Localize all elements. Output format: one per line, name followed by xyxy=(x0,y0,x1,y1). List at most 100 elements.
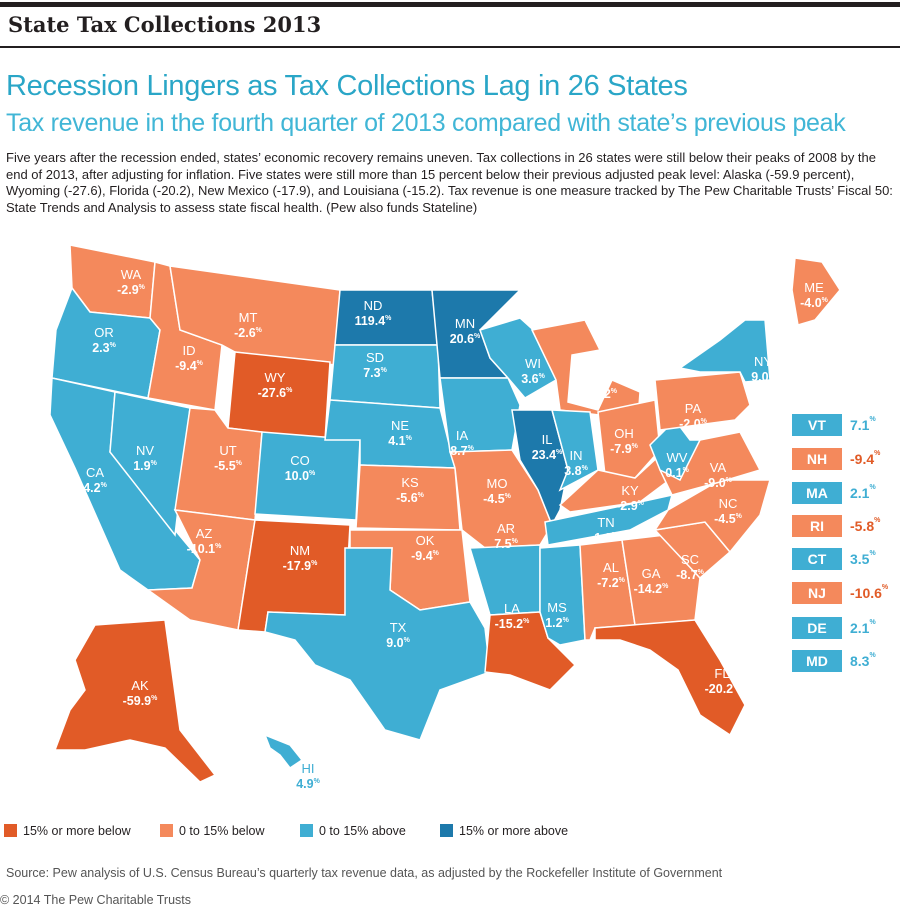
state-shapes xyxy=(49,244,841,783)
legend-swatch xyxy=(160,824,173,838)
state-label-ak: AK xyxy=(131,678,149,693)
legend-item: 15% or more below xyxy=(4,822,131,840)
map-subtitle: Tax revenue in the fourth quarter of 201… xyxy=(6,109,846,137)
state-value-ut: -5.5% xyxy=(214,459,243,473)
small-state-row-nh: NH -9.4% xyxy=(792,448,900,470)
state-value-ny: 9.0% xyxy=(751,370,775,384)
state-label-mi: MI xyxy=(593,371,607,386)
legend-label: 15% or more below xyxy=(23,823,131,838)
us-state-map: WA-2.9%OR2.3%CA4.2%NV1.9%ID-9.4%MT-2.6%W… xyxy=(49,244,841,791)
state-label-az: AZ xyxy=(196,526,213,541)
small-state-value: 2.1% xyxy=(850,484,876,501)
header-top-rule xyxy=(0,2,900,7)
state-label-ky: KY xyxy=(621,483,639,498)
state-shape-ia xyxy=(439,377,521,453)
state-label-tn: TN xyxy=(597,515,614,530)
state-value-ak: -59.9% xyxy=(123,694,159,708)
state-label-il: IL xyxy=(542,432,553,447)
state-label-hi: HI xyxy=(302,761,315,776)
small-state-value: -10.6% xyxy=(850,584,889,601)
state-label-fl: FL xyxy=(714,666,729,681)
state-label-or: OR xyxy=(94,325,114,340)
small-state-row-ma: MA 2.1% xyxy=(792,482,900,504)
state-shape-me xyxy=(791,257,841,326)
state-shape-mi xyxy=(530,319,641,421)
small-state-abbr: MD xyxy=(792,650,842,672)
legend-swatch xyxy=(4,824,17,838)
state-label-al: AL xyxy=(603,560,619,575)
state-shape-nv xyxy=(109,391,191,537)
state-label-wi: WI xyxy=(525,356,541,371)
legend-label: 0 to 15% above xyxy=(319,823,406,838)
state-value-mi: -11.2% xyxy=(583,387,618,401)
state-value-hi: 4.9% xyxy=(296,777,320,791)
state-label-nd: ND xyxy=(364,298,383,313)
state-label-mt: MT xyxy=(239,310,258,325)
map-legend: 15% or more below 0 to 15% below 0 to 15… xyxy=(4,822,704,840)
state-value-pa: -2.0% xyxy=(679,417,708,431)
state-value-id: -9.4% xyxy=(175,359,204,373)
state-label-oh: OH xyxy=(614,426,634,441)
state-label-ks: KS xyxy=(401,475,419,490)
state-shape-ny xyxy=(678,319,771,383)
state-label-nm: NM xyxy=(290,543,310,558)
small-state-row-ri: RI -5.8% xyxy=(792,515,900,537)
state-value-sc: -8.7% xyxy=(676,568,705,582)
state-value-va: -9.0% xyxy=(704,476,733,490)
state-value-wa: -2.9% xyxy=(117,283,146,297)
state-label-ar: AR xyxy=(497,521,515,536)
legend-swatch xyxy=(440,824,453,838)
small-state-row-md: MD 8.3% xyxy=(792,650,900,672)
legend-item: 15% or more above xyxy=(440,822,568,840)
state-value-ok: -9.4% xyxy=(411,549,440,563)
state-value-nm: -17.9% xyxy=(283,559,319,573)
state-shape-in xyxy=(551,409,599,492)
state-value-ks: -5.6% xyxy=(396,491,425,505)
state-value-ga: -14.2% xyxy=(634,582,670,596)
small-state-row-de: DE 2.1% xyxy=(792,617,900,639)
state-value-nc: -4.5% xyxy=(714,512,743,526)
state-label-wy: WY xyxy=(265,370,286,385)
small-state-row-ct: CT 3.5% xyxy=(792,548,900,570)
state-label-ca: CA xyxy=(86,465,104,480)
small-state-value: 3.5% xyxy=(850,550,876,567)
state-value-co: 10.0% xyxy=(285,469,316,483)
state-value-az: -10.1% xyxy=(187,542,223,556)
state-label-nv: NV xyxy=(136,443,154,458)
state-label-ut: UT xyxy=(219,443,236,458)
state-value-la: -15.2% xyxy=(495,617,531,631)
state-shape-sd xyxy=(329,344,441,409)
small-state-abbr: MA xyxy=(792,482,842,504)
small-state-abbr: NH xyxy=(792,448,842,470)
state-label-mn: MN xyxy=(455,316,475,331)
state-shape-hi xyxy=(263,733,304,770)
intro-paragraph: Five years after the recession ended, st… xyxy=(6,150,893,215)
state-value-ky: -2.9% xyxy=(616,499,645,513)
map-title: Recession Lingers as Tax Collections Lag… xyxy=(6,70,688,102)
state-label-mo: MO xyxy=(487,476,508,491)
state-value-me: -4.0% xyxy=(800,296,829,310)
state-label-in: IN xyxy=(570,448,583,463)
header-bottom-rule xyxy=(0,46,900,48)
state-shape-fl xyxy=(594,619,746,737)
legend-item: 0 to 15% above xyxy=(300,822,406,840)
state-label-wv: WV xyxy=(667,450,688,465)
state-label-pa: PA xyxy=(685,401,702,416)
state-label-nc: NC xyxy=(719,496,738,511)
state-label-ga: GA xyxy=(642,566,661,581)
small-state-row-nj: NJ -10.6% xyxy=(792,582,900,604)
small-state-value: -9.4% xyxy=(850,450,881,467)
small-state-abbr: NJ xyxy=(792,582,842,604)
state-shape-tx xyxy=(264,547,491,741)
state-label-va: VA xyxy=(710,460,727,475)
state-label-tx: TX xyxy=(390,620,407,635)
state-shape-ak xyxy=(53,619,217,783)
legend-item: 0 to 15% below xyxy=(160,822,264,840)
small-state-abbr: DE xyxy=(792,617,842,639)
state-value-mo: -4.5% xyxy=(483,492,512,506)
state-labels: WA-2.9%OR2.3%CA4.2%NV1.9%ID-9.4%MT-2.6%W… xyxy=(83,267,828,791)
state-label-sc: SC xyxy=(681,552,699,567)
state-shape-pa xyxy=(654,371,751,431)
small-state-value: 8.3% xyxy=(850,652,876,669)
state-label-sd: SD xyxy=(366,350,384,365)
